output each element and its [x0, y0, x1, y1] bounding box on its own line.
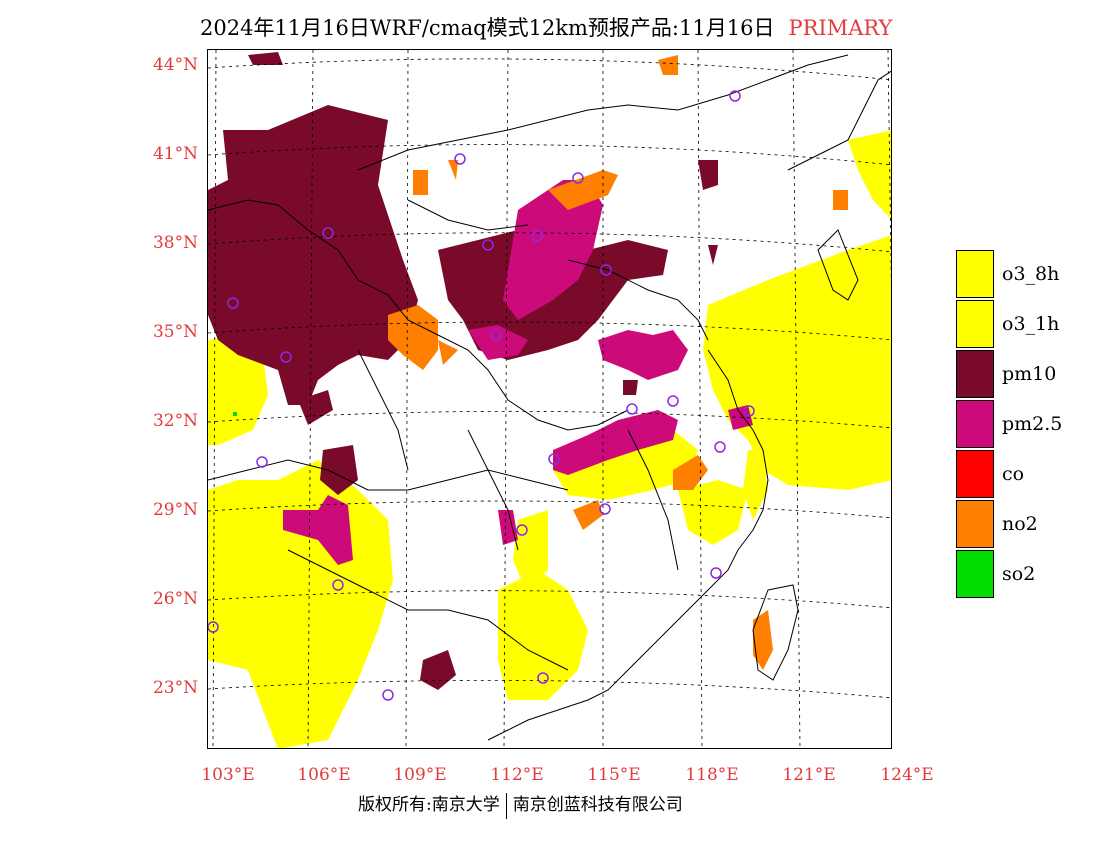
copyright-separator: [505, 792, 507, 819]
lat-label: 38°N: [152, 233, 198, 253]
lon-label: 106°E: [297, 765, 351, 785]
graticule: [208, 50, 891, 748]
lon-label: 124°E: [880, 765, 934, 785]
legend-item-co: co: [956, 449, 1062, 499]
legend-swatch: [956, 250, 994, 298]
so2-spot: [233, 412, 237, 416]
lon-label: 103°E: [201, 765, 255, 785]
lat-label: 32°N: [152, 411, 198, 431]
lat-label: 35°N: [152, 322, 198, 342]
map-title: 2024年11月16日WRF/cmaq模式12km预报产品:11月16日 PRIM…: [200, 12, 892, 42]
legend-label: o3_1h: [1002, 313, 1060, 335]
copyright-right: 南京创蓝科技有限公司: [512, 795, 683, 815]
boundaries: [208, 54, 891, 741]
legend-swatch: [956, 400, 994, 448]
legend-label: no2: [1002, 513, 1038, 535]
lat-label: 29°N: [152, 500, 198, 520]
legend-label: co: [1002, 463, 1025, 485]
copyright: 版权所有:南京大学 南京创蓝科技有限公司: [358, 790, 683, 819]
legend-swatch: [956, 450, 994, 498]
lon-label: 109°E: [393, 765, 447, 785]
legend-label: o3_8h: [1002, 263, 1060, 285]
title-main: 2024年11月16日WRF/cmaq模式12km预报产品:11月16日: [200, 16, 775, 40]
legend-swatch: [956, 350, 994, 398]
legend-swatch: [956, 300, 994, 348]
lat-label: 41°N: [152, 144, 198, 164]
lon-label: 118°E: [685, 765, 739, 785]
lon-label: 121°E: [782, 765, 836, 785]
legend-swatch: [956, 550, 994, 598]
legend-item-o3-8h: o3_8h: [956, 249, 1062, 299]
no2-region: [388, 55, 848, 670]
legend-item-o3-1h: o3_1h: [956, 299, 1062, 349]
lon-label: 112°E: [490, 765, 544, 785]
city-markers: [208, 90, 755, 701]
pollutant-map: [207, 49, 892, 749]
lat-label: 44°N: [152, 55, 198, 75]
lon-label: 115°E: [587, 765, 641, 785]
legend-label: pm10: [1002, 363, 1057, 385]
map-svg: [208, 50, 891, 748]
copyright-left: 版权所有:南京大学: [358, 795, 500, 815]
lat-label: 23°N: [152, 678, 198, 698]
legend: o3_8h o3_1h pm10 pm2.5 co no2 so2: [956, 249, 1062, 599]
lat-label: 26°N: [152, 589, 198, 609]
legend-item-so2: so2: [956, 549, 1062, 599]
legend-item-no2: no2: [956, 499, 1062, 549]
title-tag: PRIMARY: [788, 16, 893, 40]
legend-swatch: [956, 500, 994, 548]
legend-item-pm10: pm10: [956, 349, 1062, 399]
legend-label: pm2.5: [1002, 413, 1063, 435]
legend-item-pm25: pm2.5: [956, 399, 1062, 449]
legend-label: so2: [1002, 563, 1036, 585]
